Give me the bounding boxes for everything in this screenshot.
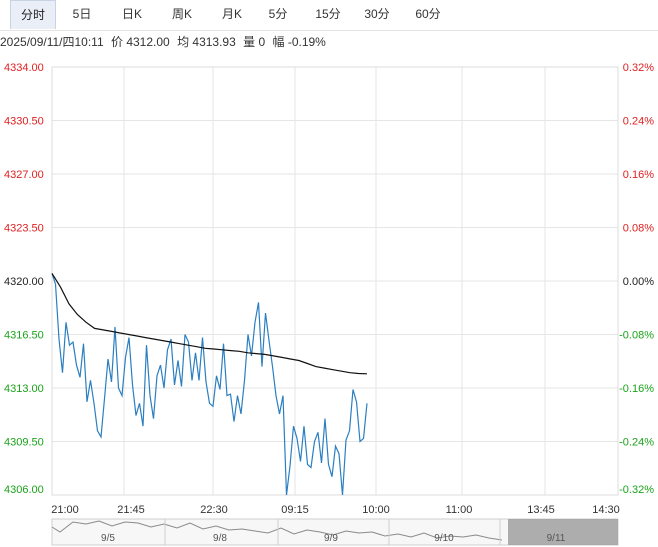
x-tick-7: 14:30 bbox=[592, 504, 620, 516]
x-tick-2: 22:30 bbox=[200, 504, 228, 516]
y-tick-left-3: 4323.50 bbox=[4, 223, 44, 235]
x-tick-0: 21:00 bbox=[51, 504, 79, 516]
info-avg: 均 4313.93 bbox=[177, 35, 236, 49]
quote-info-bar: 2025/09/11/四10:11 价 4312.00 均 4313.93 量 … bbox=[0, 31, 658, 53]
info-price: 价 4312.00 bbox=[111, 35, 170, 49]
x-tick-1: 21:45 bbox=[117, 504, 145, 516]
info-change: 幅 -0.19% bbox=[272, 35, 326, 49]
tab-6[interactable]: 15分 bbox=[315, 7, 341, 21]
y-tick-right-8: -0.32% bbox=[619, 484, 654, 496]
y-tick-left-2: 4327.00 bbox=[4, 169, 44, 181]
x-tick-3: 09:15 bbox=[281, 504, 309, 516]
y-tick-left-0: 4334.00 bbox=[4, 62, 44, 74]
y-tick-left-8: 4306.00 bbox=[4, 484, 44, 496]
y-tick-left-4: 4320.00 bbox=[4, 276, 44, 288]
y-tick-right-7: -0.24% bbox=[619, 437, 654, 449]
info-volume: 量 0 bbox=[243, 35, 266, 49]
y-tick-left-5: 4316.50 bbox=[4, 330, 44, 342]
y-tick-right-2: 0.16% bbox=[623, 169, 654, 181]
navigator-tick-4: 9/11 bbox=[547, 533, 566, 544]
x-tick-5: 11:00 bbox=[446, 504, 473, 516]
y-tick-left-7: 4309.50 bbox=[4, 437, 44, 449]
price-line bbox=[51, 273, 368, 496]
y-tick-left-1: 4330.50 bbox=[4, 116, 44, 128]
tab-8[interactable]: 60分 bbox=[415, 7, 441, 21]
y-tick-right-6: -0.16% bbox=[619, 383, 654, 395]
tab-2[interactable]: 日K bbox=[121, 7, 142, 21]
info-datetime: 2025/09/11/四10:11 bbox=[0, 35, 104, 49]
navigator-tick-2: 9/9 bbox=[324, 533, 338, 544]
y-tick-left-6: 4313.00 bbox=[4, 383, 44, 395]
x-tick-6: 13:45 bbox=[527, 504, 555, 516]
tab-3[interactable]: 周K bbox=[171, 7, 192, 21]
y-tick-right-1: 0.24% bbox=[623, 116, 654, 128]
navigator-tick-0: 9/5 bbox=[101, 533, 115, 544]
navigator-selection bbox=[508, 519, 618, 545]
tab-0[interactable]: 分时 bbox=[10, 0, 56, 29]
navigator-mini-line bbox=[51, 520, 503, 541]
navigator-tick-3: 9/10 bbox=[434, 533, 454, 544]
x-tick-4: 10:00 bbox=[362, 504, 390, 516]
plot-border bbox=[51, 66, 619, 496]
tab-5[interactable]: 5分 bbox=[268, 7, 288, 21]
average-price-line bbox=[51, 273, 368, 375]
tab-1[interactable]: 5日 bbox=[72, 7, 92, 21]
y-tick-right-4: 0.00% bbox=[623, 276, 654, 288]
y-tick-right-5: -0.08% bbox=[619, 330, 654, 342]
y-tick-right-3: 0.08% bbox=[623, 223, 654, 235]
period-tab-bar: 分时 5日 日K 周K 月K 5分 15分 30分 60分 bbox=[0, 0, 658, 31]
navigator-tick-1: 9/8 bbox=[213, 533, 227, 544]
tab-4[interactable]: 月K bbox=[221, 7, 242, 21]
tab-7[interactable]: 30分 bbox=[364, 7, 390, 21]
y-tick-right-0: 0.32% bbox=[623, 62, 654, 74]
